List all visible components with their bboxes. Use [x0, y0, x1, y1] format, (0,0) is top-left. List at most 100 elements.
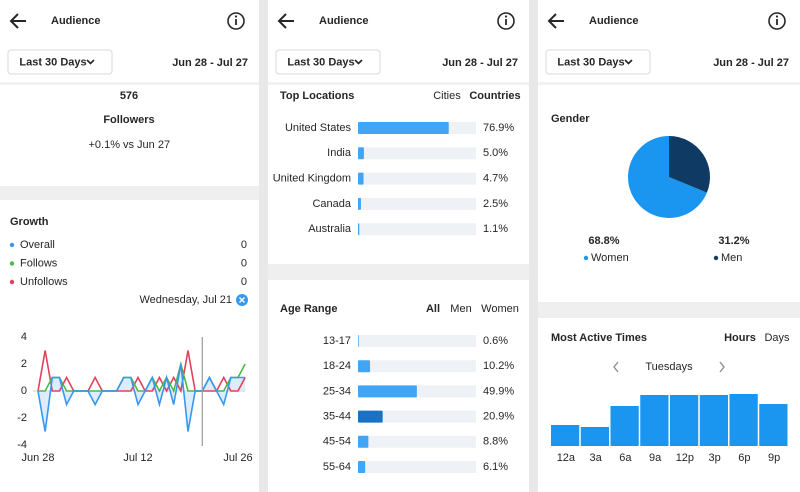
bar [358, 223, 360, 236]
back-button[interactable] [9, 13, 26, 29]
bar-track [358, 172, 476, 185]
dropdown-chevron [624, 59, 633, 65]
panel-divider [529, 0, 538, 492]
tab[interactable]: Cities [433, 90, 461, 102]
next-day[interactable] [719, 361, 725, 373]
info-button[interactable] [768, 12, 786, 30]
bar-track [358, 147, 476, 160]
legend-label: Follows [20, 257, 58, 269]
followers-label: Followers [103, 114, 154, 126]
section-title: Growth [10, 216, 49, 228]
bar [358, 461, 366, 473]
tab[interactable]: Countries [469, 90, 520, 102]
bar [580, 427, 609, 446]
bar [358, 172, 364, 185]
bar [358, 385, 417, 398]
header-shadow [0, 82, 259, 85]
bar [610, 406, 639, 446]
dropdown-chevron [86, 59, 95, 65]
value-label: 5.0% [483, 147, 508, 159]
bar-track [358, 197, 476, 210]
x-tick-label: 12a [557, 452, 576, 464]
bar-label: 13-17 [323, 335, 351, 347]
bar-label: United States [285, 122, 352, 134]
followers-count: 576 [120, 90, 138, 102]
dropdown-chevron [354, 59, 363, 65]
bar [670, 395, 699, 446]
bar-label: 25-34 [323, 385, 351, 397]
info-button[interactable] [497, 12, 515, 30]
x-tick-label: 3p [709, 452, 721, 464]
date-button-label[interactable]: Last 30 Days [287, 56, 354, 68]
tab[interactable]: All [426, 303, 440, 315]
legend-value: 0 [241, 276, 247, 288]
date-button-label[interactable]: Last 30 Days [557, 56, 624, 68]
section-divider [538, 302, 800, 318]
bar [358, 147, 364, 160]
bar [699, 395, 728, 446]
bar-track [358, 461, 476, 473]
bar-track [358, 335, 476, 347]
tab[interactable]: Hours [724, 332, 756, 344]
value-label: 0.6% [483, 335, 508, 347]
value-label: 49.9% [483, 385, 514, 397]
legend-dot [713, 255, 719, 261]
bar-track [358, 360, 476, 373]
bar-track [358, 223, 476, 236]
value-label: 8.8% [483, 436, 508, 448]
header-title: Audience [319, 15, 369, 27]
value-label: 76.9% [483, 122, 514, 134]
pie-label: Men [721, 252, 742, 264]
value-label: 1.1% [483, 223, 508, 235]
header-shadow [538, 82, 800, 85]
date-button-label[interactable]: Last 30 Days [19, 56, 86, 68]
legend-label: Unfollows [20, 276, 68, 288]
followers-compare: vs Jun 27 [123, 139, 170, 151]
legend-value: 0 [241, 257, 247, 269]
section-title: Most Active Times [551, 332, 647, 344]
bar-track [358, 435, 476, 448]
bar-label: 55-64 [323, 461, 351, 473]
info-icon [234, 15, 238, 18]
tab[interactable]: Days [764, 332, 790, 344]
bar [640, 395, 669, 446]
y-tick-label: 0 [21, 385, 27, 397]
x-tick-label: 12p [676, 452, 694, 464]
tab[interactable]: Men [450, 303, 471, 315]
bar-label: United Kingdom [273, 173, 351, 185]
series-line [37, 350, 246, 394]
y-tick-label: -2 [17, 412, 27, 424]
info-icon [504, 15, 508, 18]
back-button[interactable] [277, 13, 294, 29]
bar-label: 18-24 [323, 360, 351, 372]
info-button[interactable] [227, 12, 245, 30]
bar-label: India [327, 147, 352, 159]
followers-change: +0.1% [89, 139, 121, 151]
info-icon [775, 15, 779, 18]
selected-date[interactable]: Wednesday, Jul 21 [139, 294, 232, 306]
prev-day[interactable] [613, 361, 619, 373]
tab[interactable]: Women [481, 303, 519, 315]
section-divider [0, 186, 259, 200]
date-button[interactable] [545, 49, 651, 75]
header-title: Audience [589, 15, 639, 27]
back-button[interactable] [547, 13, 564, 29]
value-label: 20.9% [483, 411, 514, 423]
pie-label: Women [591, 252, 629, 264]
pie-value: 68.8% [588, 235, 619, 247]
day-label: Tuesdays [645, 361, 693, 373]
legend-dot [9, 242, 15, 248]
series-line [37, 363, 246, 432]
bar [358, 435, 369, 448]
legend-value: 0 [241, 239, 247, 251]
x-tick-label: 6p [738, 452, 750, 464]
value-label: 6.1% [483, 461, 508, 473]
date-button[interactable] [275, 49, 381, 75]
bar [358, 360, 371, 373]
bar [358, 335, 359, 347]
clear-icon [239, 297, 245, 303]
date-button[interactable] [7, 49, 113, 75]
date-range: Jun 28 - Jul 27 [172, 57, 248, 69]
x-tick-label: 9p [768, 452, 780, 464]
